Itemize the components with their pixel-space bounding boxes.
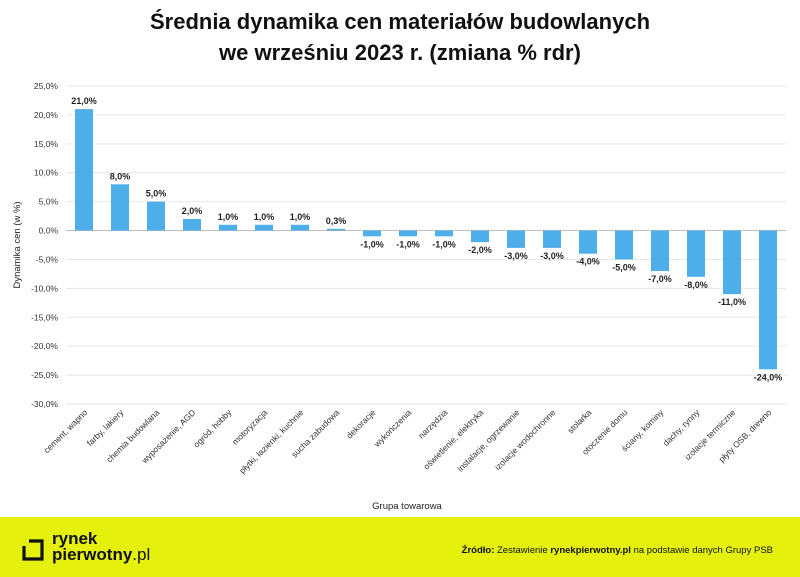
data-label: 1,0%	[218, 212, 239, 222]
bar	[687, 230, 705, 277]
y-tick-label: 20,0%	[34, 110, 59, 120]
bar	[111, 184, 129, 231]
y-tick-label: 5,0%	[39, 197, 59, 207]
data-label: -7,0%	[648, 274, 672, 284]
y-tick-label: 10,0%	[34, 168, 59, 178]
bar	[291, 224, 309, 231]
data-label: -8,0%	[684, 280, 708, 290]
bar	[183, 218, 201, 231]
footer-bar: rynek pierwotny.pl Źródło: Zestawienie r…	[0, 517, 800, 577]
y-tick-label: -15,0%	[31, 312, 58, 322]
source-text-1: Zestawienie	[494, 545, 551, 556]
y-tick-label: -5,0%	[36, 254, 59, 264]
data-label: -4,0%	[576, 257, 600, 267]
category-label: narzędzia	[416, 407, 449, 440]
y-tick-label: -20,0%	[31, 341, 58, 351]
data-label: 2,0%	[182, 206, 203, 216]
chart-title-line-1: Średnia dynamika cen materiałów budowlan…	[149, 9, 651, 34]
category-label: stolarka	[565, 407, 593, 435]
data-label: -1,0%	[432, 239, 456, 249]
bar	[759, 230, 777, 370]
y-axis-title: Dynamika cen (w %)	[12, 201, 23, 288]
data-label: -11,0%	[718, 297, 746, 307]
source-label: Źródło:	[461, 545, 495, 556]
bar	[615, 230, 633, 260]
bar	[543, 230, 561, 248]
data-label: 5,0%	[146, 189, 167, 199]
source-text-2: na podstawie danych Grupy PSB	[630, 545, 773, 556]
bar-chart: 25,0% 20,0% 15,0% 10,0% 5,0% 0,0% -5,0% -10,0% -…	[12, 81, 786, 512]
category-label: cement, wapno	[42, 407, 90, 455]
data-label: 1,0%	[254, 212, 275, 222]
bar	[723, 230, 741, 295]
bar	[75, 109, 93, 231]
data-labels: 21,0% 8,0% 5,0% 2,0% 1,0% 1,0% 1,0% 0,3% -1,0% -1…	[71, 96, 782, 382]
data-label: -1,0%	[396, 239, 420, 249]
logo: rynek pierwotny.pl	[52, 529, 151, 564]
logo-suffix: .pl	[132, 545, 151, 564]
category-label: oświetlenie, elektryka	[421, 407, 485, 471]
y-tick-label: 0,0%	[39, 226, 59, 236]
source-link: rynekpierwotny.pl	[550, 545, 631, 556]
bars	[75, 109, 777, 370]
bar	[147, 201, 165, 231]
y-tick-label: -30,0%	[31, 399, 58, 409]
data-label: 8,0%	[110, 171, 131, 181]
logo-line-2: pierwotny	[52, 545, 133, 564]
bar	[327, 228, 345, 231]
logo-icon	[22, 539, 44, 561]
category-label: wykończenia	[371, 407, 413, 449]
bar	[471, 230, 489, 243]
data-label: 21,0%	[71, 96, 97, 106]
data-label: -2,0%	[468, 245, 492, 255]
gridlines	[66, 85, 786, 405]
category-label: izolacje wodochronne	[493, 407, 558, 472]
source-note: Źródło: Zestawienie rynekpierwotny.pl na…	[462, 545, 773, 556]
bar	[651, 230, 669, 272]
y-axis-ticks: 25,0% 20,0% 15,0% 10,0% 5,0% 0,0% -5,0% -10,0% -…	[31, 81, 58, 409]
data-label: -3,0%	[504, 251, 528, 261]
bar	[399, 230, 417, 237]
x-axis-title: Grupa towarowa	[372, 501, 442, 512]
chart-title: Średnia dynamika cen materiałów budowlan…	[0, 6, 800, 68]
chart-title-line-2: we wrześniu 2023 r. (zmiana % rdr)	[219, 40, 581, 65]
bar	[435, 230, 453, 237]
category-label: instalacje, ogrzewanie	[455, 407, 521, 473]
bar	[363, 230, 381, 237]
data-label: -3,0%	[540, 251, 564, 261]
y-tick-label: 15,0%	[34, 139, 59, 149]
data-label: 1,0%	[290, 212, 311, 222]
y-tick-label: -10,0%	[31, 283, 58, 293]
logo-line-1: rynek	[52, 529, 98, 548]
y-tick-label: -25,0%	[31, 370, 58, 380]
category-label: ogród, hobby	[191, 407, 234, 450]
data-label: -5,0%	[612, 262, 636, 272]
y-tick-label: 25,0%	[34, 81, 59, 91]
data-label: -1,0%	[360, 239, 384, 249]
bar	[219, 224, 237, 231]
category-label: dekoracje	[344, 407, 377, 440]
bar	[255, 224, 273, 231]
data-label: 0,3%	[326, 216, 347, 226]
bar	[507, 230, 525, 248]
data-label: -24,0%	[754, 372, 783, 382]
bar	[579, 230, 597, 254]
category-label: płytki, łazienki, kuchnie	[237, 407, 305, 475]
